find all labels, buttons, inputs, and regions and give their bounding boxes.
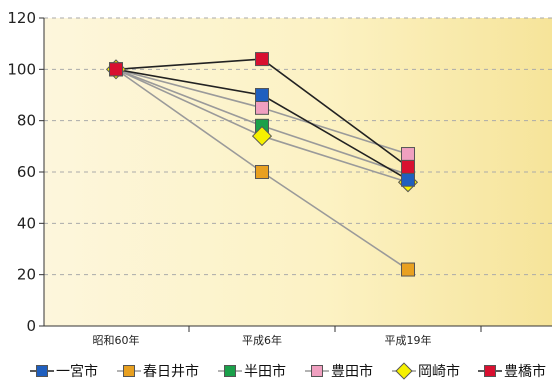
legend-label: 豊田市 <box>331 363 373 380</box>
y-tick-label: 60 <box>17 163 36 181</box>
data-point <box>401 262 415 277</box>
data-point <box>255 165 269 179</box>
y-axis: 0 20 40 60 80 100 120 <box>7 9 45 335</box>
y-tick-label: 120 <box>7 9 36 27</box>
series-markers <box>105 52 419 277</box>
y-tick-label: 100 <box>7 60 36 78</box>
data-point <box>401 147 415 162</box>
legend: 一宮市 春日井市 半田市 豊田市 岡崎市 豊橋市 <box>30 362 546 380</box>
x-axis: 昭和60年 平成6年 平成19年 <box>44 325 552 347</box>
data-point <box>401 159 415 174</box>
legend-marker <box>36 365 48 377</box>
legend-label: 半田市 <box>244 363 286 380</box>
legend-label: 一宮市 <box>56 363 98 380</box>
y-tick-label: 0 <box>26 317 36 335</box>
legend-label: 豊橋市 <box>504 363 546 380</box>
legend-marker <box>395 362 413 380</box>
data-point <box>251 125 273 147</box>
y-tick-label: 20 <box>17 266 36 284</box>
x-tick-label: 平成19年 <box>385 333 432 347</box>
y-tick-label: 80 <box>17 112 36 130</box>
legend-marker <box>484 365 496 377</box>
y-tick-label: 40 <box>17 214 36 232</box>
data-point <box>255 88 269 102</box>
legend-marker <box>123 365 135 377</box>
legend-marker <box>311 365 323 377</box>
x-tick-label: 平成6年 <box>242 333 282 347</box>
data-point <box>255 100 269 115</box>
data-point <box>109 62 123 77</box>
plot-area <box>44 18 552 326</box>
data-point <box>255 52 269 67</box>
data-point <box>401 172 415 187</box>
legend-marker <box>224 365 236 377</box>
legend-label: 春日井市 <box>143 363 199 380</box>
legend-label: 岡崎市 <box>418 363 460 380</box>
x-tick-label: 昭和60年 <box>93 333 140 347</box>
